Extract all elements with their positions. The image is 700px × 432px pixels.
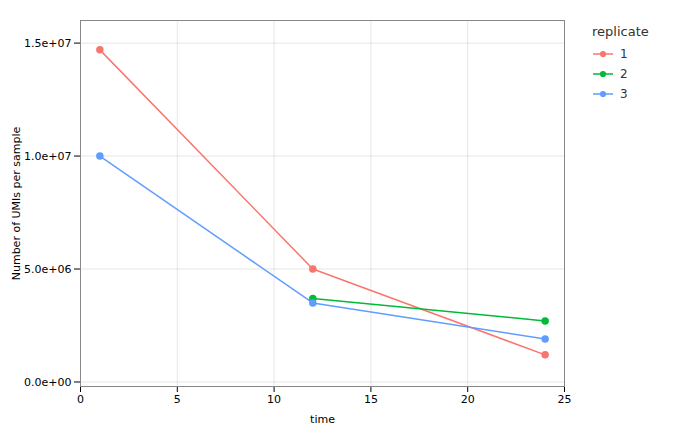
html-text:replicate: replicate	[592, 24, 649, 39]
svg-text:15: 15	[364, 393, 378, 406]
svg-text:0.0e+00: 0.0e+00	[24, 376, 71, 389]
svg-text:10: 10	[267, 393, 281, 406]
svg-text:1.5e+07: 1.5e+07	[24, 37, 71, 50]
html-text:2: 2	[620, 67, 628, 81]
svg-text:20: 20	[461, 393, 475, 406]
svg-text:5.0e+06: 5.0e+06	[24, 263, 71, 276]
html-text:1: 1	[620, 47, 628, 61]
html-text:3: 3	[620, 87, 628, 101]
svg-text:5: 5	[174, 393, 181, 406]
svg-text:time: time	[310, 413, 335, 426]
svg-text:1.0e+07: 1.0e+07	[24, 150, 71, 163]
svg-text:25: 25	[558, 393, 572, 406]
svg-text:Number of UMIs per sample: Number of UMIs per sample	[10, 126, 23, 280]
svg-text:0: 0	[77, 393, 84, 406]
